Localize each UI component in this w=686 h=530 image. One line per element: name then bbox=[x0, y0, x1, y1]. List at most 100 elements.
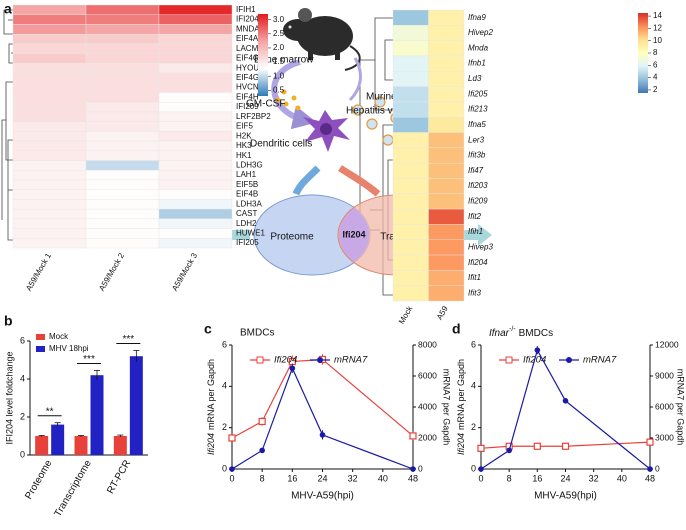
bar bbox=[90, 375, 104, 455]
x-tick-label: 48 bbox=[645, 473, 655, 483]
heatmap-cell bbox=[428, 162, 465, 179]
heatmap-cell bbox=[428, 239, 465, 256]
heatmap-cell bbox=[158, 111, 233, 122]
venn-overlap bbox=[338, 208, 370, 262]
heatmap-cell bbox=[12, 121, 87, 132]
heatmap-cell bbox=[158, 63, 233, 74]
column-label: A59/Mock 2 bbox=[97, 251, 126, 293]
heatmap-cell bbox=[392, 193, 429, 210]
heatmap-cell bbox=[12, 189, 87, 200]
row-label: LDH3G bbox=[236, 160, 263, 169]
row-label: Ifi204 bbox=[468, 258, 488, 267]
y2-axis-label: mRNA7 per Gapdh bbox=[676, 369, 686, 446]
y2-tick-label: 6000 bbox=[655, 401, 674, 411]
x-tick-label: 32 bbox=[348, 473, 358, 483]
dendrogram bbox=[1, 9, 393, 296]
heatmap-cell bbox=[428, 9, 465, 26]
heatmap-cell bbox=[392, 178, 429, 194]
arrow bbox=[348, 57, 362, 102]
row-label: Ifi203 bbox=[468, 181, 488, 190]
legend-marker bbox=[256, 356, 264, 364]
heatmap-cell bbox=[392, 208, 429, 225]
heatmap-cell bbox=[158, 101, 233, 113]
column-label: A59/Mock 1 bbox=[24, 251, 53, 293]
arrow bbox=[292, 165, 321, 196]
heatmap-cell bbox=[428, 55, 465, 72]
data-point bbox=[506, 447, 512, 454]
x-tick-label: 16 bbox=[532, 473, 542, 483]
row-label: HUWE1 bbox=[236, 229, 265, 238]
row-label: HK1 bbox=[236, 151, 252, 160]
colorbar bbox=[638, 13, 648, 93]
heatmap-cell bbox=[428, 270, 465, 286]
data-point bbox=[647, 466, 653, 472]
heatmap-cell bbox=[158, 218, 233, 229]
heatmap-cell bbox=[12, 199, 87, 210]
heatmap-cell bbox=[158, 121, 233, 132]
row-label: EIF5B bbox=[236, 180, 258, 189]
row-label: Ifnb1 bbox=[468, 59, 486, 68]
heatmap-cell bbox=[12, 101, 87, 113]
colorbar-tick-label: 12 bbox=[653, 23, 662, 32]
data-point bbox=[289, 365, 296, 372]
x-axis-label: MHV-A59(hpi) bbox=[534, 491, 597, 502]
y2-tick-label: 2000 bbox=[418, 432, 437, 442]
row-label: HYOU1 bbox=[236, 63, 264, 72]
legend-swatch bbox=[36, 334, 45, 340]
x-tick-label: Proteome bbox=[23, 458, 54, 501]
heatmap-cell bbox=[85, 121, 160, 132]
heatmap-cell bbox=[158, 160, 233, 171]
heatmap-cell bbox=[85, 228, 160, 239]
x-tick-label: 0 bbox=[478, 473, 483, 483]
heatmap-cell bbox=[158, 14, 233, 25]
row-label: Ler3 bbox=[468, 135, 485, 144]
heatmap-cell bbox=[392, 270, 429, 286]
y2-tick-label: 12000 bbox=[655, 339, 679, 349]
data-point bbox=[259, 447, 265, 454]
y2-tick-label: 9000 bbox=[655, 370, 674, 380]
heatmap-cell bbox=[158, 140, 233, 152]
x-tick-label: 0 bbox=[229, 473, 234, 483]
heatmap-cell bbox=[12, 24, 87, 35]
data-point bbox=[410, 466, 416, 472]
heatmap-cell bbox=[392, 224, 429, 240]
legend-swatch bbox=[36, 346, 45, 352]
gm-csf-dots bbox=[275, 89, 301, 111]
x-tick-label: 24 bbox=[560, 473, 570, 483]
x-tick-label: 24 bbox=[317, 473, 327, 483]
panel-label: b bbox=[4, 313, 13, 329]
heatmap-cell bbox=[85, 208, 160, 220]
heatmap-cell bbox=[392, 86, 429, 103]
diagram-label: Proteome bbox=[270, 232, 314, 243]
data-point bbox=[562, 398, 569, 404]
heatmap-cell bbox=[158, 179, 233, 190]
y2-tick-label: 6000 bbox=[418, 370, 437, 380]
data-point bbox=[646, 438, 654, 446]
x-tick-label: 40 bbox=[617, 473, 627, 483]
data-point bbox=[533, 442, 541, 450]
heatmap-cell bbox=[85, 140, 160, 152]
row-label: IFI205 bbox=[236, 238, 259, 247]
colorbar-tick-label: 2 bbox=[653, 85, 658, 94]
diagram-label: Hepatitis virus bbox=[346, 106, 409, 117]
heatmap-cell bbox=[85, 82, 160, 93]
x-tick-label: 32 bbox=[589, 473, 599, 483]
colorbar-tick-label: 1.0 bbox=[273, 71, 285, 80]
heatmap-cell bbox=[428, 193, 465, 210]
colorbar-tick-label: 6 bbox=[653, 60, 658, 69]
heatmap-cell bbox=[85, 111, 160, 122]
colorbar-tick-label: 2.0 bbox=[273, 43, 285, 52]
y-tick-label: 6 bbox=[471, 339, 476, 349]
heatmap-cell bbox=[428, 208, 465, 225]
heatmap-cell bbox=[158, 82, 233, 93]
x-tick-label: 8 bbox=[507, 473, 512, 483]
heatmap-cell bbox=[158, 238, 233, 249]
row-label: Hivep2 bbox=[468, 28, 493, 37]
heatmap-cell bbox=[428, 71, 465, 87]
chart-title: Ifnar-/- BMDCs bbox=[489, 326, 553, 339]
y-axis-label: IFI204 level foldchange bbox=[4, 351, 14, 444]
heatmap-cell bbox=[158, 92, 233, 103]
bar bbox=[74, 436, 88, 455]
row-label: LDH3A bbox=[236, 199, 262, 208]
heatmap-cell bbox=[12, 228, 87, 239]
